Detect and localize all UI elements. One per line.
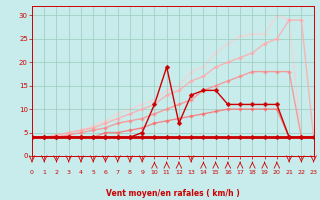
X-axis label: Vent moyen/en rafales ( km/h ): Vent moyen/en rafales ( km/h )	[106, 189, 240, 198]
